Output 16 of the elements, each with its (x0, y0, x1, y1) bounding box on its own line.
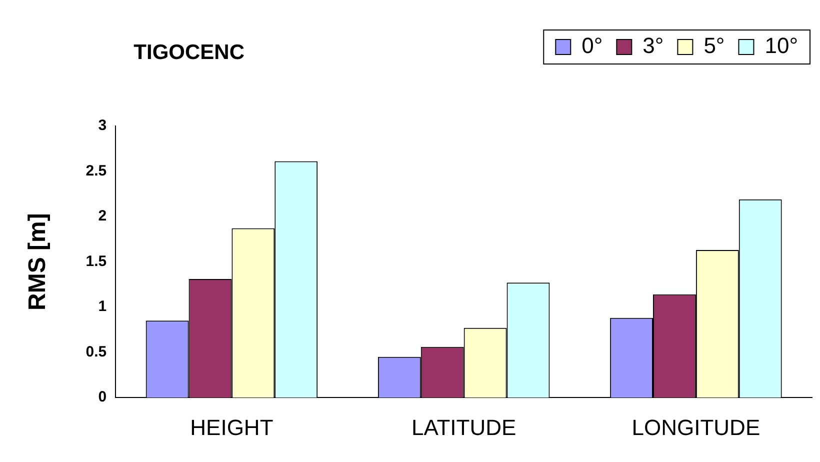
chart-title: TIGOCENC (134, 40, 244, 64)
x-tick-label: LONGITUDE (632, 414, 760, 440)
legend-label: 10° (764, 33, 798, 58)
y-tick-label: 1 (98, 298, 107, 316)
y-tick-label: 0 (98, 388, 107, 406)
legend-label: 0° (582, 33, 603, 58)
legend-label: 5° (704, 33, 725, 58)
y-tick-label: 0.5 (86, 343, 107, 360)
y-axis-title: RMS [m] (24, 213, 52, 310)
y-tick-label: 1.5 (86, 252, 107, 270)
legend-label: 3° (642, 33, 664, 58)
y-tick-label: 2 (98, 208, 107, 225)
x-tick-label: LATITUDE (411, 414, 516, 440)
y-tick-label: 3 (98, 117, 107, 134)
x-tick-label: HEIGHT (190, 414, 274, 440)
y-tick-label: 2.5 (86, 162, 107, 180)
